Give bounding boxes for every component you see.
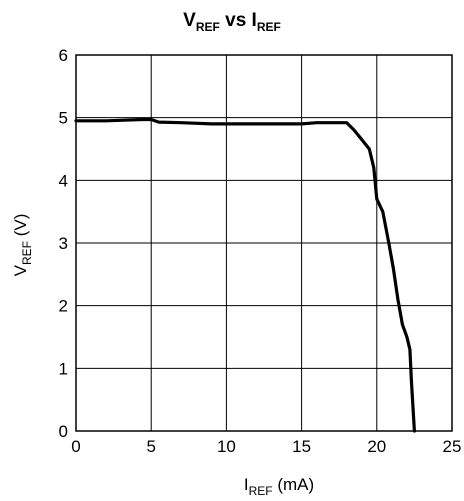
y-tick-label: 5 [59,109,68,128]
plot-frame [75,54,453,432]
x-tick-labels: 0 5 10 15 20 25 [71,437,461,456]
series-line-vref [74,117,416,433]
ylabel-v: V [11,264,30,276]
x-tick-label: 25 [443,437,462,456]
x-tick-label: 10 [217,437,236,456]
grid [76,55,452,431]
x-tick-label: 20 [367,437,386,456]
xlabel-units: (mA) [273,475,315,494]
chart-title: VREF vs IREF [183,10,281,34]
x-tick-label: 15 [292,437,311,456]
y-tick-label: 1 [59,359,68,378]
xlabel-i: I [244,475,249,494]
y-tick-label: 4 [59,171,68,190]
y-tick-label: 2 [59,297,68,316]
y-tick-label: 3 [59,234,68,253]
x-axis-label: IREF (mA) [244,475,314,498]
title-i-sub: REF [257,20,281,34]
title-v-sub: REF [196,20,220,34]
ylabel-units: (V) [11,214,30,241]
y-tick-label: 0 [59,422,68,441]
y-tick-labels: 0 1 2 3 4 5 6 [59,46,68,441]
title-mid: vs I [220,10,257,31]
x-tick-label: 0 [71,437,80,456]
title-v: V [183,10,196,31]
xlabel-sub: REF [249,484,273,498]
ylabel-sub: REF [20,241,34,265]
y-axis-label: VREF (V) [11,214,34,277]
y-tick-label: 6 [59,46,68,65]
x-tick-label: 5 [146,437,155,456]
